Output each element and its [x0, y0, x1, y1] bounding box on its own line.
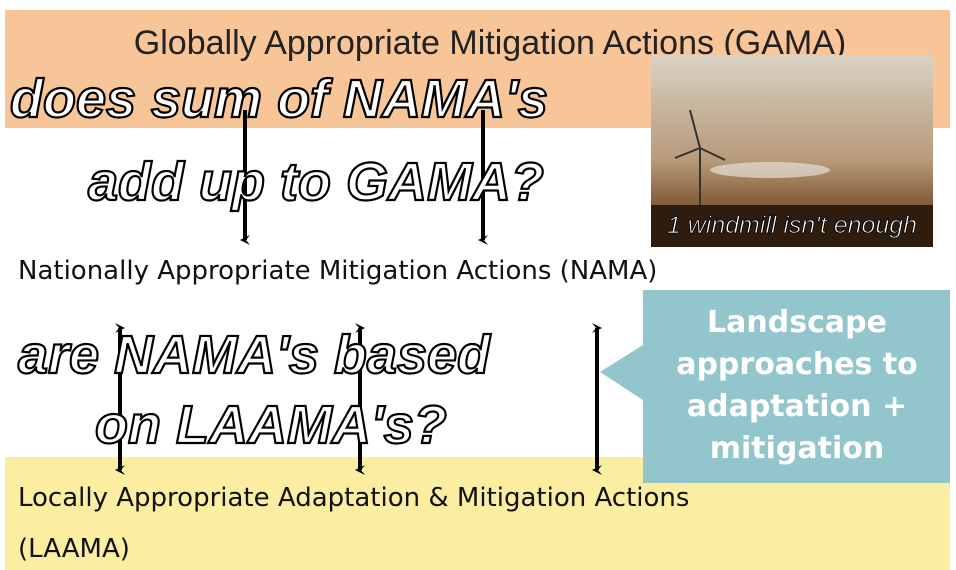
laama-label: (LAAMA): [18, 534, 130, 564]
question-text: on LAAMA's?: [95, 395, 447, 455]
photo: 1 windmill isn't enough: [651, 55, 933, 247]
callout-line: mitigation: [710, 431, 884, 466]
callout-line: adaptation +: [687, 389, 907, 424]
question-text: does sum of NAMA's: [10, 69, 548, 129]
photo-caption: 1 windmill isn't enough: [667, 212, 917, 239]
slide: Globally Appropriate Mitigation Actions …: [0, 0, 956, 570]
callout-line: approaches to: [676, 347, 918, 382]
callout-line: Landscape: [707, 305, 887, 340]
laama-label: Locally Appropriate Adaptation & Mitigat…: [18, 483, 689, 513]
question-text: add up to GAMA?: [88, 152, 544, 212]
question-text: are NAMA's based: [18, 325, 491, 385]
nama-label: Nationally Appropriate Mitigation Action…: [18, 256, 657, 286]
